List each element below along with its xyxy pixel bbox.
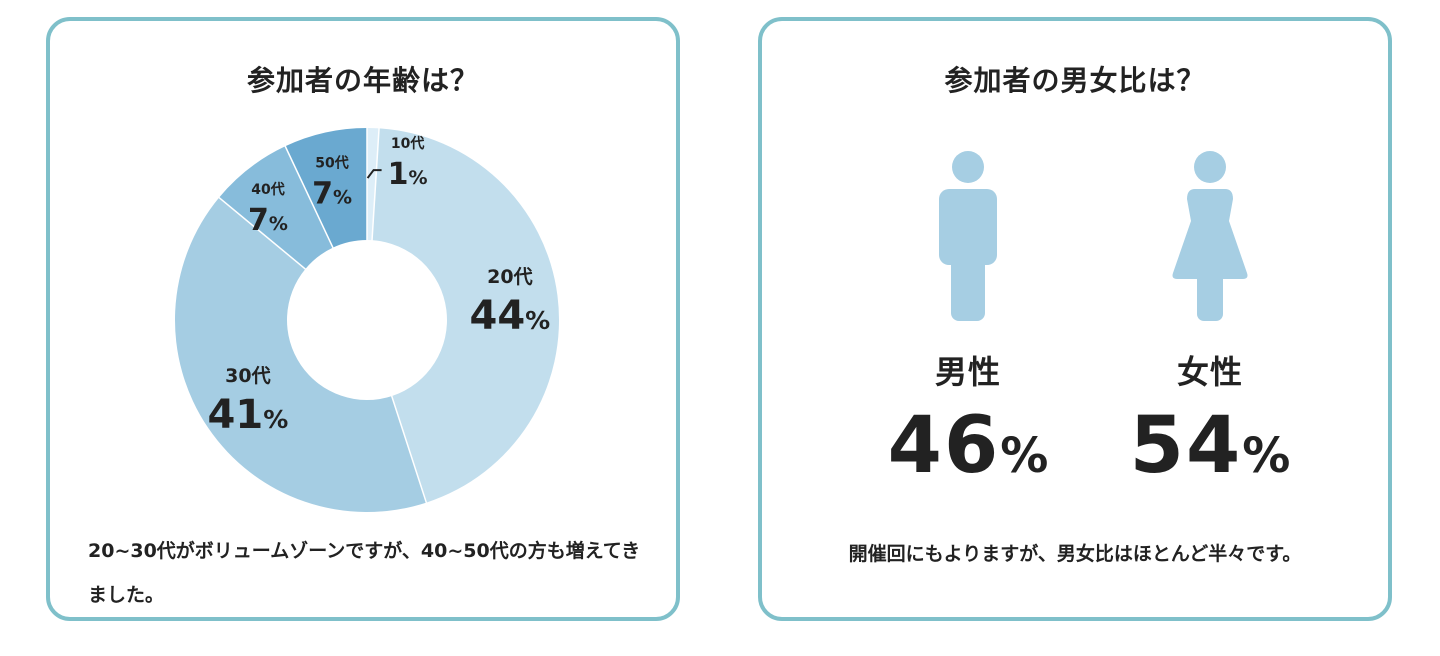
age-chart-title: 参加者の年齢は？ [246, 64, 479, 97]
donut-category-label-3: 40代 [251, 181, 284, 198]
donut-separator-3 [217, 196, 307, 271]
donut-separator-1 [371, 127, 380, 242]
donut-category-label-0: 10代 [391, 135, 424, 152]
donut-separator-4 [284, 145, 335, 249]
donut-slice-4 [285, 128, 367, 248]
donut-leader-line-0 [366, 169, 382, 179]
gender-chart-card: 参加者の男女比は？ 男性 46% 女性 54% 開催回にもよりますが、男女比はほ… [758, 17, 1392, 621]
donut-separator-2 [390, 394, 428, 504]
female-stat: 女性 54% [1060, 151, 1360, 485]
male-label: 男性 [934, 353, 1001, 391]
age-chart-note: 20~30代がボリュームゾーンですが、40~50代の方も増えてきました。 [88, 540, 641, 606]
donut-value-label-1: 44% [469, 293, 550, 339]
gender-chart-title: 参加者の男女比は？ [944, 64, 1206, 97]
age-donut-chart: 10代 1% 20代 44% 30代 41% 40代 7% 50代 7% [175, 127, 559, 512]
donut-category-label-2: 30代 [225, 365, 270, 387]
gender-chart-note: 開催回にもよりますが、男女比はほとんど半々です。 [848, 543, 1302, 565]
donut-category-label-4: 50代 [315, 154, 348, 171]
donut-value-label-4: 7% [312, 176, 352, 211]
age-chart-card: 参加者の年齢は？ 10代 1% 20代 44% 30代 41% 40代 7% 50代 7% 20~… [46, 17, 680, 621]
male-value-number: 46 [887, 401, 1001, 491]
donut-slice-2 [175, 197, 427, 512]
donut-slice-3 [219, 146, 333, 270]
female-label: 女性 [1176, 353, 1243, 391]
donut-category-label-1: 20代 [487, 266, 532, 288]
male-person-icon [939, 151, 997, 321]
male-value: 46% [818, 407, 1118, 485]
female-value-unit: % [1242, 428, 1291, 484]
male-stat: 男性 46% [818, 151, 1118, 485]
donut-value-label-0: 1% [388, 157, 428, 192]
female-value: 54% [1060, 407, 1360, 485]
donut-slice-0 [367, 128, 380, 241]
female-person-icon [1172, 151, 1248, 321]
female-value-number: 54 [1129, 401, 1243, 491]
donut-value-label-2: 41% [208, 392, 289, 438]
male-value-unit: % [1000, 428, 1049, 484]
donut-value-label-3: 7% [248, 203, 288, 238]
donut-slice-1 [372, 128, 559, 503]
